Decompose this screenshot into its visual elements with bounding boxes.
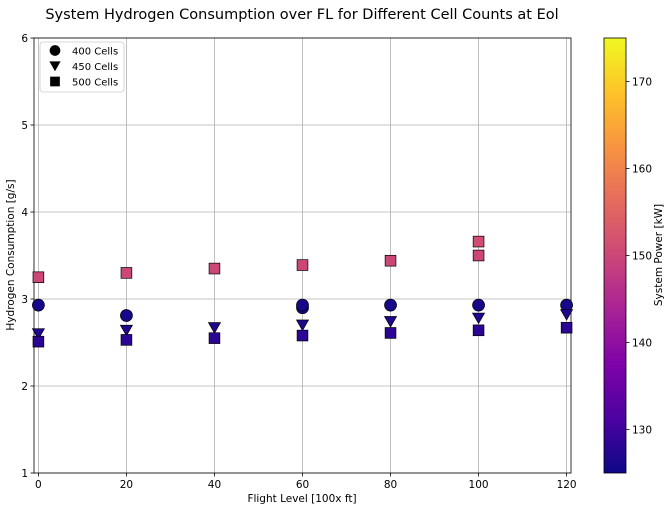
- chart-title: System Hydrogen Consumption over FL for …: [45, 7, 558, 23]
- x-tick-label: 100: [469, 479, 489, 491]
- colorbar-tick-label: 170: [632, 77, 652, 89]
- colorbar-label: System Power [kW]: [653, 204, 665, 306]
- data-point: [472, 235, 485, 248]
- grid-layer: [34, 37, 571, 474]
- legend: 400 Cells 450 Cells 500 Cells: [39, 41, 125, 93]
- data-point: [472, 324, 485, 337]
- legend-marker: [49, 45, 61, 56]
- data-point: [471, 312, 486, 325]
- x-tick-label: 40: [208, 479, 221, 491]
- legend-label: 400 Cells: [72, 46, 118, 57]
- colorbar-tick-label: 150: [632, 251, 652, 263]
- colorbar-ticks: 130 140 150 160 170: [626, 77, 652, 437]
- data-point: [31, 328, 46, 340]
- x-tick-label: 60: [296, 479, 309, 491]
- data-point: [208, 332, 221, 344]
- y-tick-label: 6: [21, 33, 28, 45]
- x-tick-label: 120: [557, 479, 577, 491]
- y-tick-label: 1: [21, 468, 28, 480]
- data-point: [384, 298, 397, 312]
- y-tick-label: 2: [21, 381, 28, 393]
- data-point: [120, 267, 133, 279]
- data-point: [472, 298, 485, 312]
- data-point: [32, 271, 45, 284]
- colorbar-tick-label: 140: [632, 338, 652, 350]
- y-tick-label: 5: [21, 120, 28, 132]
- tick-layer: 0 20 40 60 80 100 120 1 2 3 4 5 6: [21, 33, 576, 491]
- data-point: [384, 254, 397, 267]
- data-point: [32, 298, 45, 312]
- data-point: [120, 309, 133, 322]
- legend-box: [39, 41, 125, 93]
- data-point: [383, 316, 398, 328]
- y-tick-label: 3: [21, 294, 28, 306]
- data-point: [384, 327, 397, 339]
- data-point: [296, 259, 309, 271]
- data-point: [32, 335, 45, 348]
- data-point: [120, 334, 133, 346]
- data-point: [119, 324, 134, 337]
- data-point: [560, 321, 573, 334]
- x-axis-label: Flight Level [100x ft]: [247, 493, 356, 505]
- data-point: [296, 298, 309, 312]
- data-point: [295, 319, 310, 332]
- data-point: [472, 249, 485, 262]
- data-point: [208, 262, 221, 275]
- data-point: [207, 322, 222, 334]
- colorbar: 130 140 150 160 170 System Power [kW]: [603, 37, 665, 474]
- legend-marker: [49, 61, 61, 72]
- data-point: [559, 309, 574, 321]
- x-tick-label: 0: [35, 479, 42, 491]
- legend-label: 450 Cells: [72, 62, 118, 73]
- legend-label: 500 Cells: [72, 77, 118, 88]
- colorbar-tick-label: 160: [632, 164, 652, 176]
- colorbar-gradient: [603, 37, 627, 474]
- mark-layer: [31, 235, 574, 348]
- legend-marker: [50, 76, 60, 87]
- x-tick-label: 20: [120, 479, 133, 491]
- y-tick-label: 4: [21, 207, 28, 219]
- colorbar-tick-label: 130: [632, 425, 652, 437]
- y-axis-label: Hydrogen Consumption [g/s]: [5, 179, 17, 330]
- data-point: [296, 329, 309, 342]
- x-tick-label: 80: [384, 479, 397, 491]
